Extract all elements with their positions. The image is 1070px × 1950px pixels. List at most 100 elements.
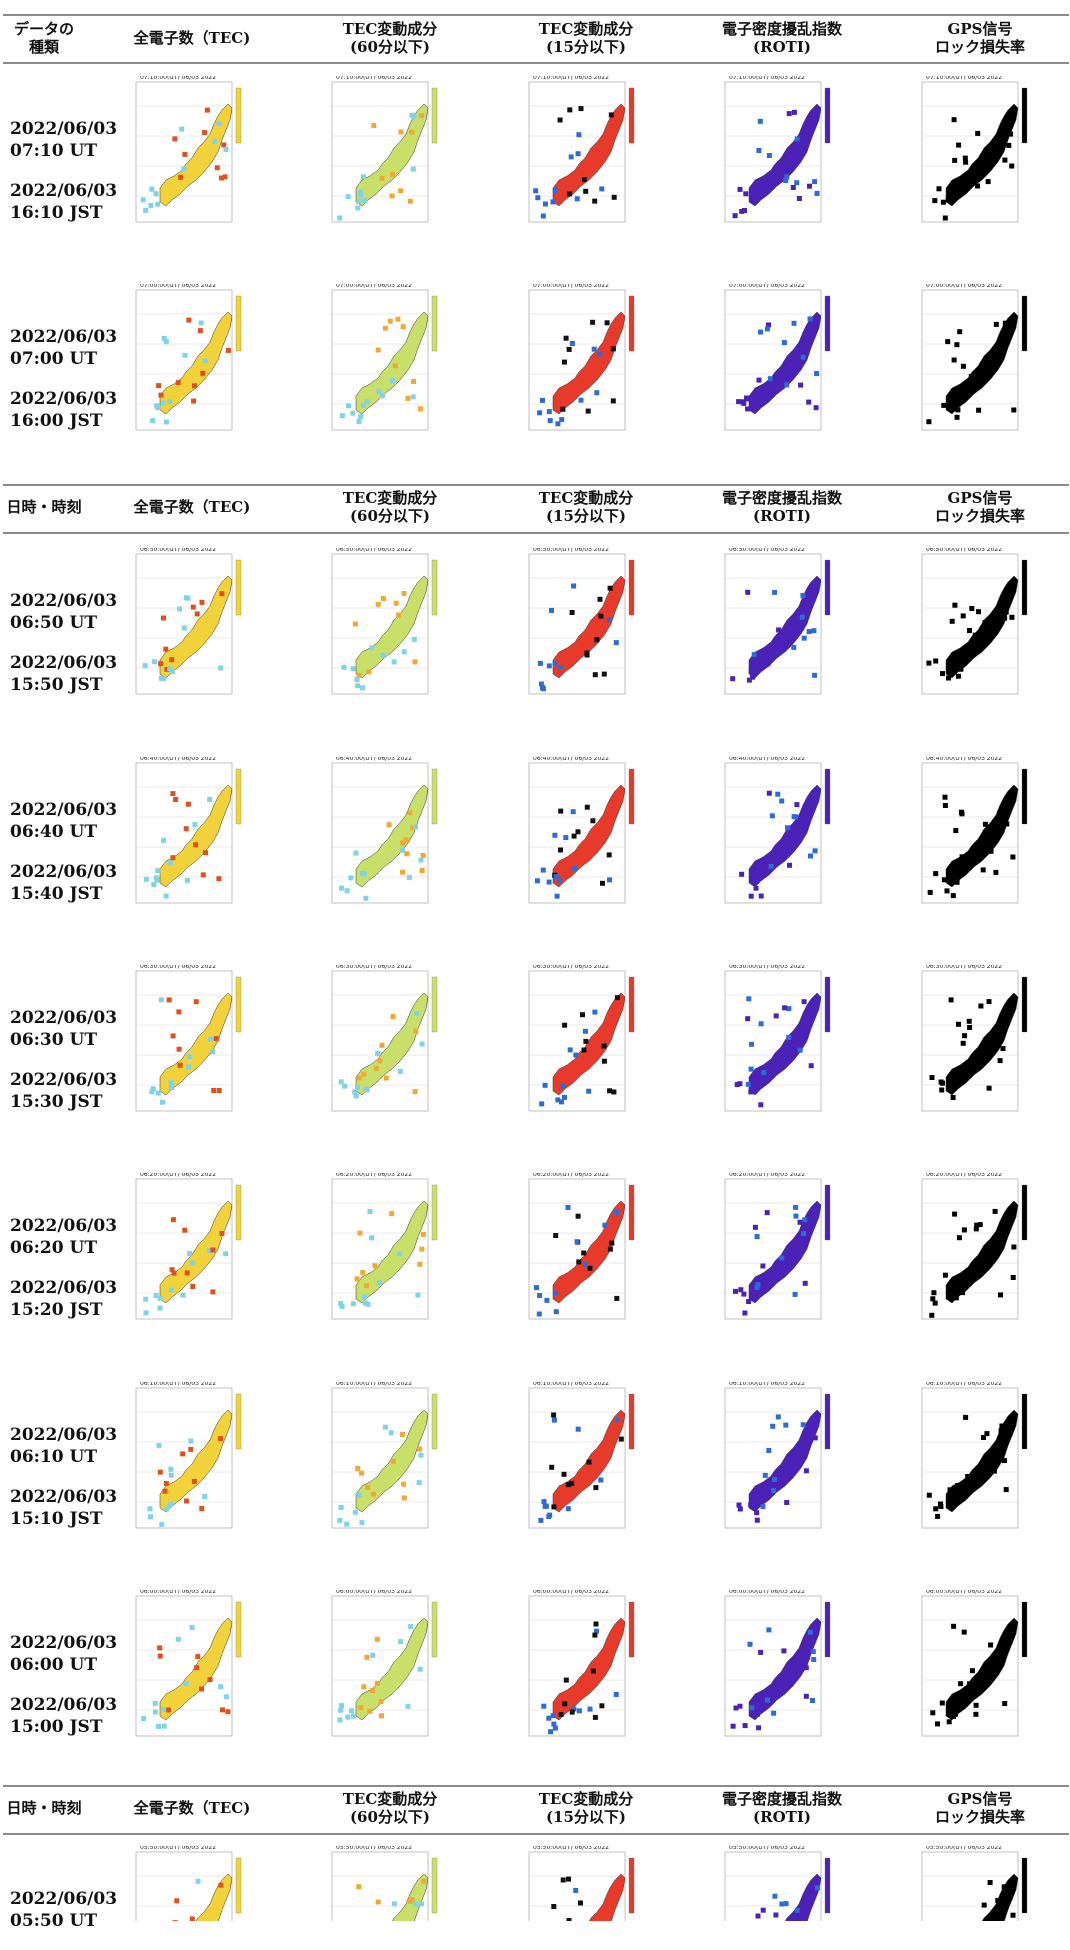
japan-shape: [159, 1200, 233, 1304]
map-cell: [553, 874, 559, 879]
map-cell: [379, 1713, 384, 1719]
map-cell: [760, 1504, 766, 1510]
row-time-label: 2022/06/03 07:00 UT 2022/06/03 16:00 JST: [10, 326, 117, 432]
map-cell: [154, 877, 160, 883]
map-cell: [398, 1639, 404, 1645]
map-cell: [219, 591, 225, 597]
map-cell: [982, 620, 988, 626]
map-cell: [407, 810, 413, 816]
map-cell: [352, 1509, 358, 1515]
lol-map: 06:40:00(UT) 06/03 2022: [912, 757, 1038, 917]
map-cell: [755, 1913, 761, 1919]
map-cell: [533, 188, 539, 194]
map-cell: [560, 1877, 566, 1883]
map-cell: [737, 186, 743, 192]
table-rule: [3, 1833, 1069, 1835]
map-cell: [590, 1668, 596, 1674]
map-cell: [958, 1488, 964, 1494]
map-cell: [184, 877, 190, 883]
tec-map-graphic: [135, 1387, 242, 1529]
japan-shape: [748, 784, 822, 888]
map-cell: [551, 1721, 557, 1727]
map-cell: [748, 893, 754, 899]
color-scale-bar: [628, 1393, 635, 1450]
map-cell: [407, 198, 413, 204]
map-cell: [565, 1506, 571, 1512]
map-cell: [976, 1473, 981, 1479]
map-cell: [951, 117, 957, 123]
header-line: TEC変動成分: [342, 1790, 438, 1808]
header-line: (60分以下): [349, 1808, 431, 1826]
map-cell: [1010, 854, 1016, 860]
map-cell: [962, 155, 968, 161]
map-cell: [745, 406, 751, 412]
color-scale-bar: [628, 559, 635, 616]
map-cell: [568, 154, 574, 160]
map-cell: [190, 604, 196, 610]
map-cell: [540, 867, 546, 873]
map-cell: [339, 413, 345, 419]
map-cell: [216, 876, 222, 882]
map-title: 06:20:00(UT) 06/03 2022: [926, 1173, 1003, 1178]
map-cell: [779, 798, 785, 804]
tec-map: 06:50:00(UT) 06/03 2022: [126, 548, 252, 708]
ut-date: 2022/06/03: [10, 1216, 118, 1236]
map-cell: [410, 825, 416, 831]
map-cell: [200, 370, 206, 376]
map-cell: [744, 396, 750, 402]
map-cell: [584, 804, 590, 810]
color-scale-bar: [235, 1184, 242, 1241]
header-cell-tec-map: 全電子数（TEC): [97, 1786, 287, 1830]
map-cell: [419, 1246, 425, 1252]
map-cell: [337, 1517, 343, 1523]
map-cell: [171, 1270, 177, 1276]
map-cell: [380, 652, 386, 658]
map-cell: [749, 1705, 755, 1711]
map-cell: [989, 364, 995, 370]
map-cell: [375, 347, 381, 353]
map-cell: [733, 1705, 739, 1711]
map-cell: [606, 852, 612, 858]
color-scale-bar: [431, 1184, 438, 1241]
map-cell: [766, 1448, 772, 1453]
map-cell: [976, 609, 981, 615]
map-cell: [175, 1636, 181, 1642]
map-cell: [732, 213, 738, 219]
map-cell: [147, 1506, 153, 1512]
header-line: 電子密度擾乱指数: [721, 20, 842, 38]
lol-map-graphic: [921, 762, 1028, 904]
map-cell: [607, 1246, 613, 1252]
map-cell: [369, 645, 375, 651]
color-scale-bar: [824, 1184, 831, 1241]
row-time-label: 2022/06/03 06:50 UT 2022/06/03 15:50 JST: [10, 590, 117, 696]
header-cell-type: 日時・時刻: [0, 1786, 88, 1830]
map-cell: [812, 672, 818, 678]
map-cell: [540, 397, 545, 403]
map-cell: [396, 612, 402, 618]
map-cell: [199, 1686, 204, 1692]
map-cell: [973, 1711, 979, 1717]
map-cell: [1009, 163, 1015, 169]
map-cell: [754, 663, 760, 668]
map-cell: [806, 629, 812, 635]
color-scale-bar: [1021, 976, 1028, 1033]
map-cell: [567, 107, 573, 113]
tec60-map-graphic: [331, 1851, 438, 1921]
map-cell: [388, 1430, 394, 1436]
map-cell: [538, 681, 544, 687]
map-cell: [787, 862, 792, 868]
map-cell: [575, 151, 581, 157]
map-cell: [169, 1085, 175, 1091]
map-cell: [557, 665, 563, 670]
lol-map: 06:50:00(UT) 06/03 2022: [912, 548, 1038, 708]
map-cell: [755, 191, 761, 197]
ut-date: 2022/06/03: [10, 327, 118, 347]
map-cell: [968, 373, 974, 379]
map-cell: [182, 151, 188, 157]
map-cell: [757, 872, 763, 878]
map-cell: [991, 1468, 997, 1474]
lol-map: 07:00:00(UT) 06/03 2022: [912, 284, 1038, 444]
map-cell: [972, 632, 978, 638]
map-cell: [356, 1075, 362, 1081]
map-cell: [190, 1284, 196, 1289]
